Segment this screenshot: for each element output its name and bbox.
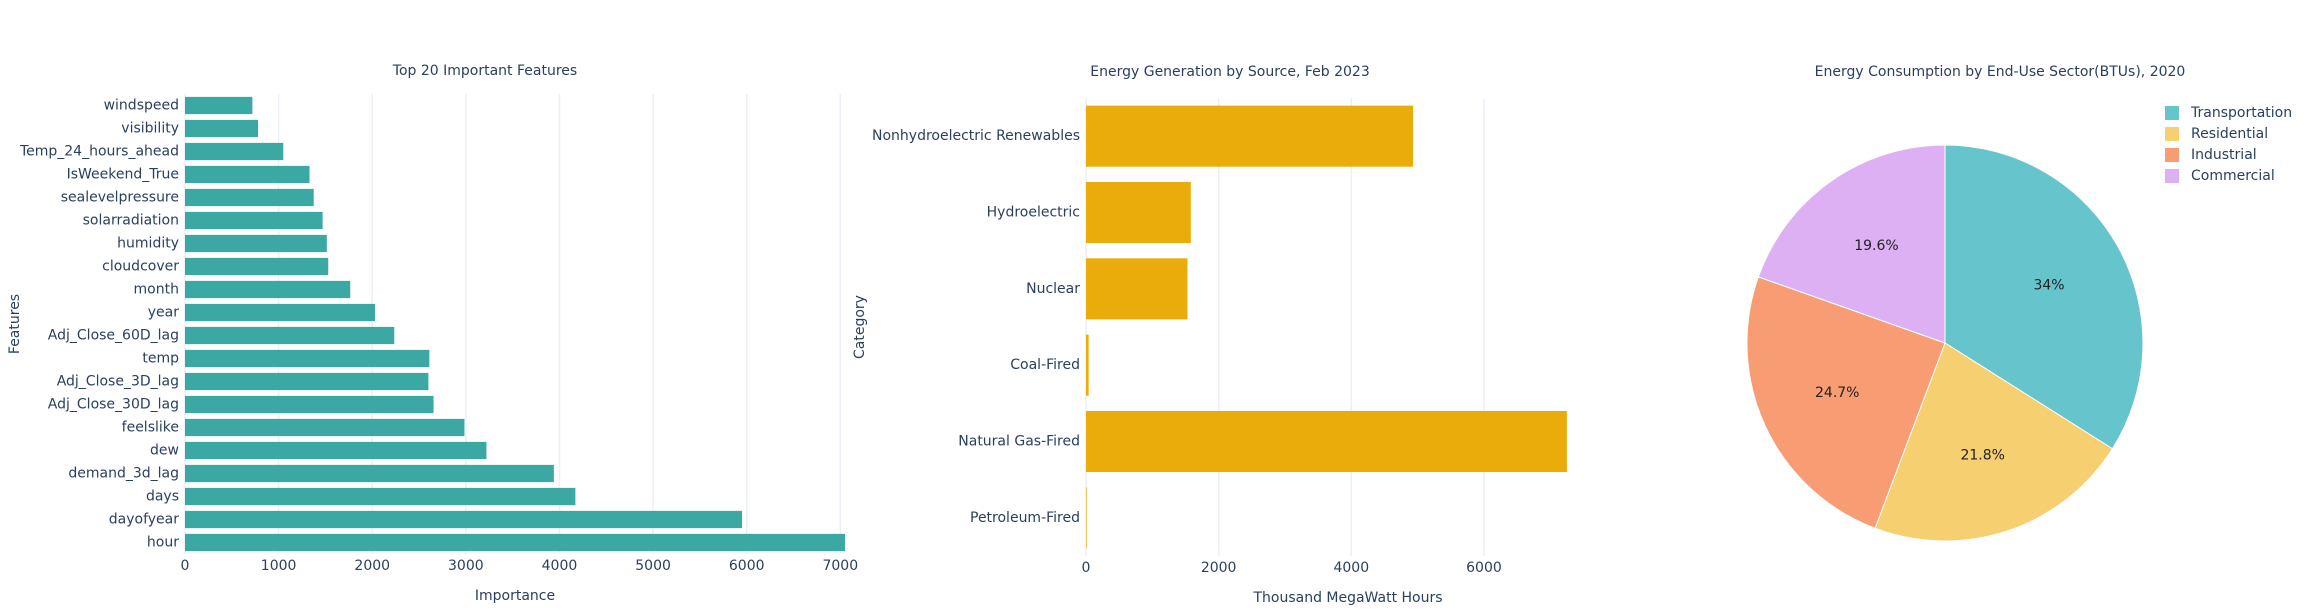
bar: [185, 257, 329, 276]
y-tick-label: month: [134, 282, 179, 298]
bar: [185, 234, 327, 253]
legend-swatch: [2165, 148, 2179, 162]
x-tick-label: 4000: [1333, 560, 1369, 576]
bar: [185, 533, 845, 552]
x-axis-label: Thousand MegaWatt Hours: [1252, 590, 1442, 606]
legend-swatch: [2165, 106, 2179, 120]
chart-title: Energy Consumption by End-Use Sector(BTU…: [1815, 64, 2186, 80]
pie-slice: [1746, 276, 1946, 529]
bar: [185, 418, 465, 437]
legend-label: Transportation: [2190, 105, 2292, 121]
chart-title: Top 20 Important Features: [392, 63, 577, 79]
bar: [1086, 181, 1191, 244]
y-tick-label: visibility: [121, 121, 179, 137]
bar: [185, 326, 395, 345]
y-tick-label: Petroleum-Fired: [970, 510, 1080, 526]
y-axis-label: Features: [7, 294, 23, 354]
y-tick-label: dew: [150, 443, 179, 459]
x-tick-label: 5000: [635, 558, 671, 574]
y-tick-label: dayofyear: [109, 512, 179, 528]
y-tick-label: hour: [147, 535, 179, 551]
x-axis-label: Importance: [475, 588, 555, 604]
bar: [185, 487, 576, 506]
x-tick-label: 1000: [261, 558, 297, 574]
bar: [185, 464, 554, 483]
y-tick-label: Coal-Fired: [1010, 357, 1080, 373]
bar: [185, 303, 376, 322]
data-label: 21.8%: [1960, 448, 2004, 464]
x-tick-label: 3000: [448, 558, 484, 574]
bar: [1086, 487, 1087, 549]
bar: [185, 96, 253, 115]
y-tick-label: Natural Gas-Fired: [958, 434, 1080, 450]
y-tick-label: IsWeekend_True: [67, 167, 179, 183]
bar: [185, 349, 430, 368]
y-tick-label: sealevelpressure: [61, 190, 179, 206]
y-tick-label: solarradiation: [83, 213, 179, 229]
x-tick-label: 7000: [822, 558, 858, 574]
legend-label: Residential: [2191, 126, 2268, 142]
legend-label: Industrial: [2191, 147, 2257, 163]
pie-slice: [1757, 144, 1946, 344]
bar: [1086, 334, 1089, 396]
legend-swatch: [2165, 169, 2179, 183]
y-tick-label: demand_3d_lag: [68, 466, 179, 482]
legend-swatch: [2165, 127, 2179, 141]
bar: [185, 441, 487, 460]
x-tick-label: 4000: [542, 558, 578, 574]
y-tick-label: temp: [142, 351, 179, 367]
data-label: 34%: [2033, 278, 2064, 294]
bar: [185, 372, 429, 391]
bar: [185, 280, 351, 299]
bar: [185, 211, 323, 230]
data-label: 24.7%: [1815, 385, 1859, 401]
legend-label: Commercial: [2191, 168, 2275, 184]
y-tick-label: feelslike: [122, 420, 179, 436]
bar: [185, 119, 259, 138]
x-tick-label: 0: [1082, 560, 1091, 576]
x-tick-label: 6000: [729, 558, 765, 574]
bar: [185, 395, 434, 414]
bar: [185, 142, 284, 161]
bar: [185, 510, 743, 529]
y-tick-label: cloudcover: [102, 259, 179, 275]
bar: [1086, 258, 1188, 320]
x-tick-label: 2000: [354, 558, 390, 574]
x-tick-label: 0: [181, 558, 190, 574]
bar: [185, 188, 314, 207]
chart-title: Energy Generation by Source, Feb 2023: [1090, 64, 1370, 80]
y-tick-label: Adj_Close_60D_lag: [48, 328, 179, 344]
pie-slice: [1874, 342, 2114, 542]
y-tick-label: humidity: [117, 236, 179, 252]
y-axis-label: Category: [852, 295, 868, 359]
bar: [1086, 105, 1414, 167]
pie-slice: [1944, 144, 2144, 450]
x-tick-label: 2000: [1201, 560, 1237, 576]
y-tick-label: Nuclear: [1026, 281, 1080, 297]
y-tick-label: Adj_Close_3D_lag: [57, 374, 179, 390]
data-label: 19.6%: [1854, 238, 1898, 254]
y-tick-label: year: [148, 305, 179, 321]
y-tick-label: Nonhydroelectric Renewables: [872, 128, 1080, 144]
y-tick-label: Adj_Close_30D_lag: [48, 397, 179, 413]
y-tick-label: Hydroelectric: [987, 205, 1080, 221]
x-tick-label: 6000: [1466, 560, 1502, 576]
bar: [1086, 410, 1567, 473]
bar: [185, 165, 310, 184]
y-tick-label: windspeed: [104, 98, 179, 114]
y-tick-label: days: [146, 489, 179, 505]
y-tick-label: Temp_24_hours_ahead: [19, 144, 179, 160]
